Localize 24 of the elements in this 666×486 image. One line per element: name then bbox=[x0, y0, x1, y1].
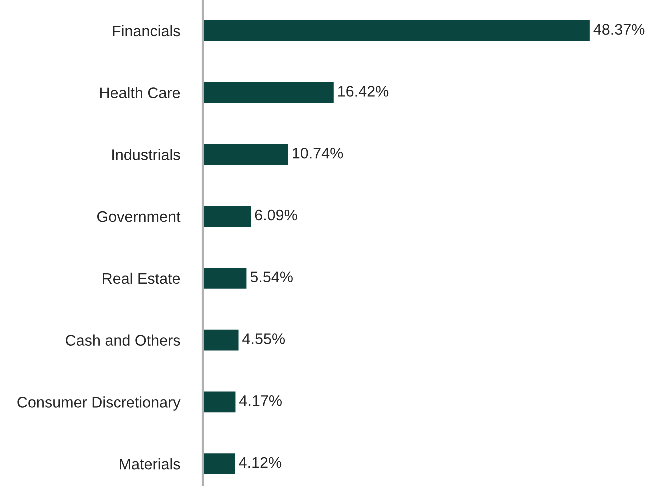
bar bbox=[203, 80, 336, 105]
y-tick-label: Cash and Others bbox=[66, 334, 180, 346]
bar bbox=[203, 390, 238, 414]
data-label: 10.74% bbox=[293, 148, 344, 159]
data-label: 4.17% bbox=[240, 396, 282, 406]
data-label: 4.55% bbox=[242, 334, 286, 344]
y-tick-label: Financials bbox=[113, 25, 180, 37]
bar bbox=[203, 328, 240, 352]
data-label: 48.37% bbox=[594, 24, 645, 36]
y-tick-label: Industrials bbox=[112, 149, 180, 160]
bar bbox=[203, 142, 290, 167]
bar bbox=[203, 19, 592, 43]
data-label: 16.42% bbox=[338, 86, 389, 97]
data-label: 5.54% bbox=[250, 272, 293, 283]
data-label: 4.12% bbox=[239, 457, 282, 468]
bar bbox=[203, 452, 237, 476]
y-tick-label: Health Care bbox=[100, 87, 180, 98]
y-tick-label: Real Estate bbox=[103, 272, 180, 284]
data-label: 6.09% bbox=[255, 210, 298, 221]
bar bbox=[203, 266, 248, 290]
y-tick-label: Consumer Discretionary bbox=[18, 396, 181, 411]
y-tick-label: Government bbox=[97, 211, 181, 222]
bar bbox=[203, 204, 252, 228]
y-tick-label: Materials bbox=[120, 458, 180, 470]
